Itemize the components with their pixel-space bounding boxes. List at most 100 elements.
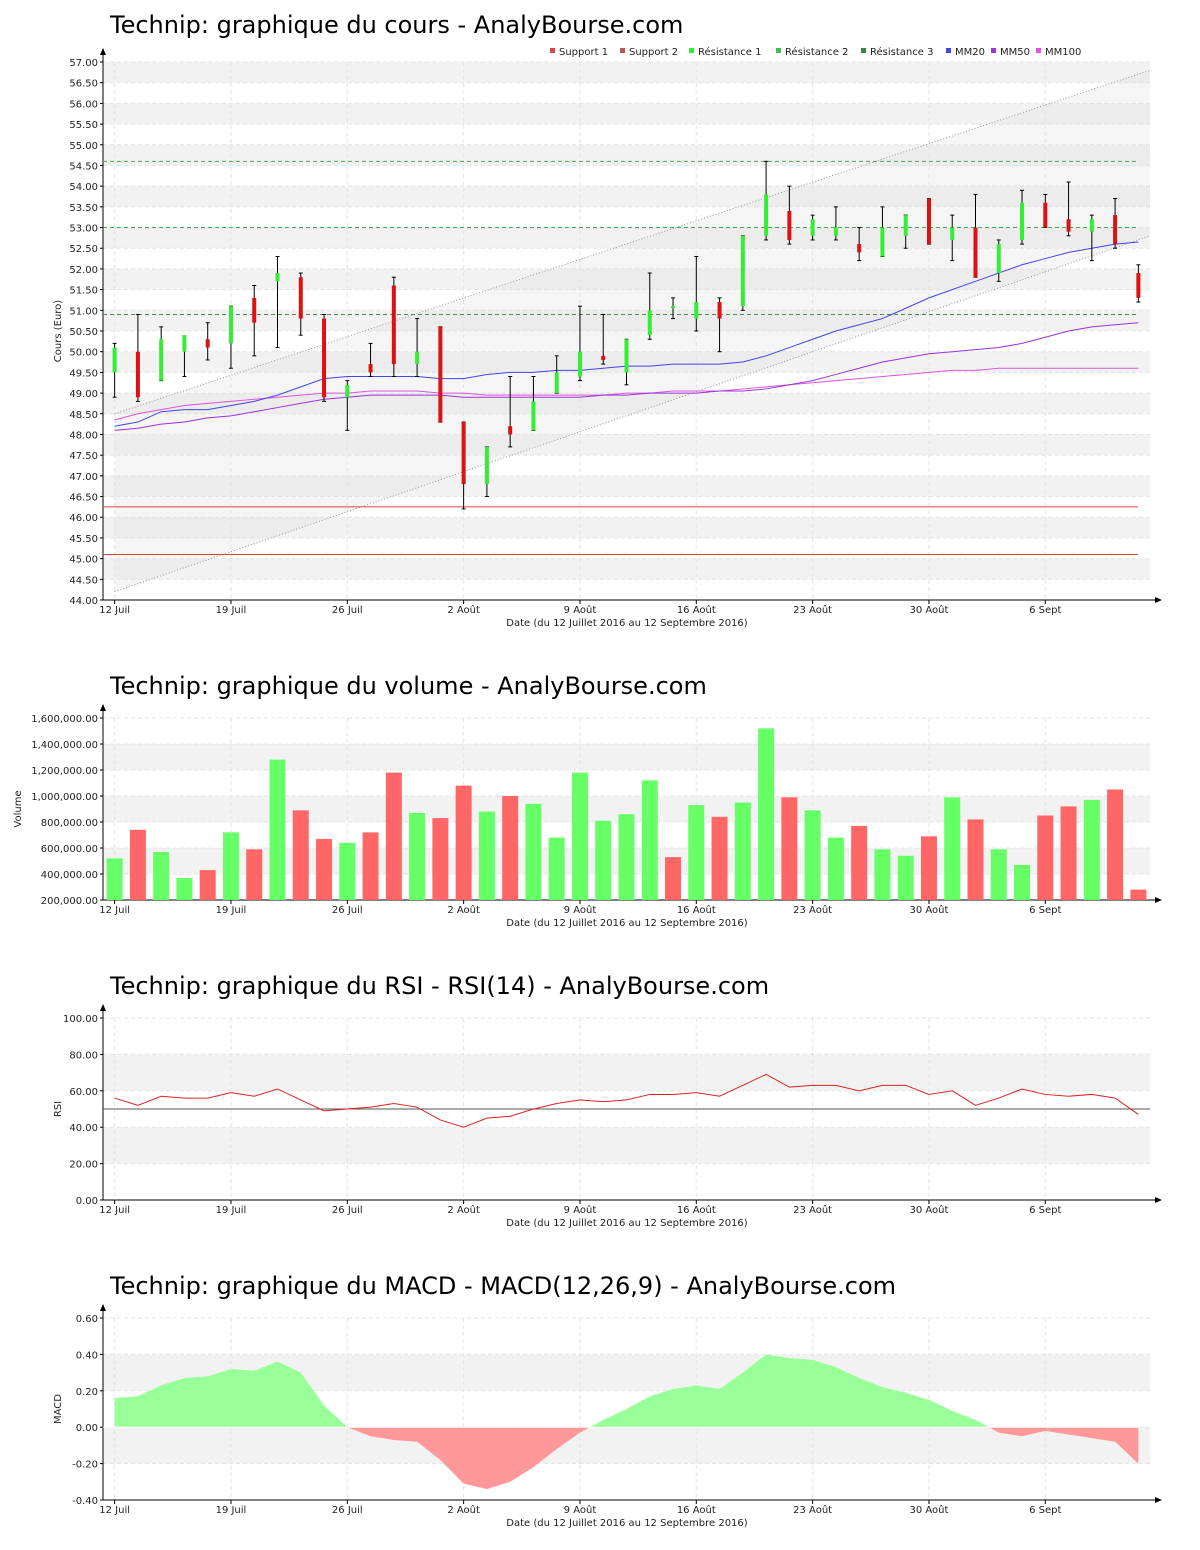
y-tick-label: 47.50 <box>69 451 98 462</box>
y-tick-label: 52.00 <box>69 265 98 276</box>
legend-item: MM100 <box>1045 47 1081 58</box>
trend-channel <box>114 70 1151 592</box>
x-tick-label: 9 Août <box>564 604 597 616</box>
candle-body <box>322 318 327 398</box>
y-tick-label: 600,000.00 <box>41 844 98 855</box>
plot-band <box>103 558 1150 580</box>
candle-body <box>1136 273 1141 298</box>
candle-body <box>880 227 885 257</box>
volume-bar <box>269 759 286 900</box>
volume-bar <box>1014 864 1031 900</box>
x-tick-label: 2 Août <box>447 1504 480 1516</box>
x-tick-label: 30 Août <box>909 1204 948 1216</box>
y-tick-label: 0.60 <box>76 1314 98 1325</box>
volume-bar <box>1107 789 1124 900</box>
x-tick-label: 16 Août <box>677 1204 716 1216</box>
candle-body <box>857 244 862 253</box>
volume-bar <box>874 849 891 900</box>
x-tick-label: 19 Juil <box>216 905 247 916</box>
volume-bar <box>1130 889 1147 900</box>
legend-swatch <box>861 48 866 53</box>
x-tick-label: 30 Août <box>909 904 948 916</box>
candle-body <box>996 244 1001 274</box>
x-tick-label: 23 Août <box>793 604 832 616</box>
candle-body <box>1066 219 1071 232</box>
x-tick-label: 23 Août <box>793 904 832 916</box>
legend-item: MM20 <box>955 47 985 58</box>
y-tick-label: 50.50 <box>69 327 98 338</box>
volume-bar <box>153 851 170 900</box>
volume-bar <box>711 816 728 900</box>
y-tick-label: 46.50 <box>69 493 98 504</box>
macd-negative-area <box>347 1427 590 1490</box>
y-tick-label: 0.40 <box>76 1350 98 1361</box>
legend-swatch <box>689 48 694 53</box>
x-tick-label: 12 Juil <box>99 605 130 616</box>
volume-bar <box>339 842 356 900</box>
legend-swatch <box>550 48 555 53</box>
candle-body <box>973 227 978 278</box>
y-tick-label: 20.00 <box>69 1160 98 1171</box>
x-axis-arrow <box>1155 1497 1162 1503</box>
x-tick-label: 16 Août <box>677 904 716 916</box>
volume-bar <box>106 858 123 900</box>
x-tick-label: 16 Août <box>677 604 716 616</box>
candle-body <box>671 306 676 309</box>
x-axis-arrow <box>1155 597 1162 603</box>
x-tick-label: 2 Août <box>447 1204 480 1216</box>
rsi-chart: Technip: graphique du RSI - RSI(14) - An… <box>53 972 1162 1229</box>
volume-bar <box>292 810 309 900</box>
y-tick-label: 54.00 <box>69 182 98 193</box>
legend-swatch <box>946 48 951 53</box>
y-tick-label: 54.50 <box>69 161 98 172</box>
volume-bar <box>618 814 635 900</box>
volume-bar <box>688 805 705 900</box>
volume-bar <box>1083 799 1100 900</box>
candle-body <box>810 219 815 236</box>
volume-bar <box>851 825 868 900</box>
macd-chart: Technip: graphique du MACD - MACD(12,26,… <box>53 1272 1162 1529</box>
plot-band <box>103 393 1150 414</box>
candle-body <box>275 273 280 282</box>
y-axis-arrow <box>100 704 106 711</box>
price-chart: Technip: graphique du cours - AnalyBours… <box>53 11 1162 629</box>
volume-bar <box>595 820 612 900</box>
candle-body <box>950 227 955 240</box>
trend-channel-upper <box>114 69 1151 415</box>
x-tick-label: 16 Août <box>677 1504 716 1516</box>
candle-body <box>740 235 745 307</box>
mm100-line <box>114 367 1139 421</box>
candle-body <box>484 446 489 485</box>
candle-body <box>1089 219 1094 232</box>
y-tick-label: 1,200,000.00 <box>31 766 98 777</box>
candle-body <box>717 302 722 319</box>
rsi-x-axis-label: Date (du 12 Juillet 2016 au 12 Septembre… <box>506 1218 747 1229</box>
candle-body <box>903 215 908 236</box>
x-axis-arrow <box>1155 897 1162 903</box>
y-tick-label: 1,000,000.00 <box>31 792 98 803</box>
x-axis-arrow <box>1155 1197 1162 1203</box>
volume-bar <box>502 796 519 900</box>
volume-bar <box>1037 815 1054 900</box>
x-tick-label: 12 Juil <box>99 1505 130 1516</box>
rsi-y-axis-label: RSI <box>53 1101 64 1117</box>
volume-y-axis-label: Volume <box>13 790 24 827</box>
volume-bar <box>967 819 984 900</box>
y-tick-label: 49.00 <box>69 389 98 400</box>
volume-bar <box>548 837 565 900</box>
candle-body <box>531 401 536 431</box>
plot-band <box>103 517 1150 538</box>
candle-body <box>1113 215 1118 245</box>
x-tick-label: 9 Août <box>564 904 597 916</box>
y-tick-label: 49.50 <box>69 368 98 379</box>
x-tick-label: 9 Août <box>564 1204 597 1216</box>
candle-body <box>787 210 792 240</box>
y-tick-label: 48.00 <box>69 430 98 441</box>
y-tick-label: 44.00 <box>69 596 98 607</box>
x-tick-label: 6 Sept <box>1029 1205 1061 1216</box>
candle-body <box>391 285 396 365</box>
y-tick-label: 56.00 <box>69 99 98 110</box>
candle-body <box>182 335 187 352</box>
plot-band <box>103 1054 1150 1091</box>
plot-band <box>103 1127 1150 1164</box>
